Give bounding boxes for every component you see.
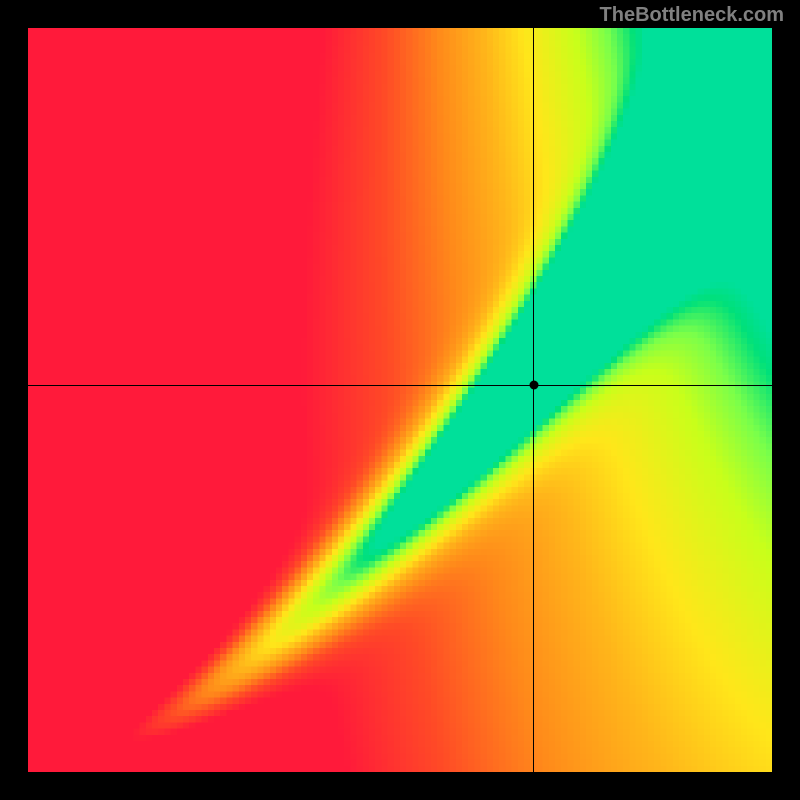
chart-container: { "type": "heatmap", "watermark": { "tex… bbox=[0, 0, 800, 800]
watermark-text: TheBottleneck.com bbox=[600, 4, 784, 27]
config-marker-dot bbox=[529, 381, 538, 390]
crosshair-vertical bbox=[533, 28, 534, 772]
bottleneck-heatmap bbox=[28, 28, 772, 772]
crosshair-horizontal bbox=[28, 385, 772, 386]
